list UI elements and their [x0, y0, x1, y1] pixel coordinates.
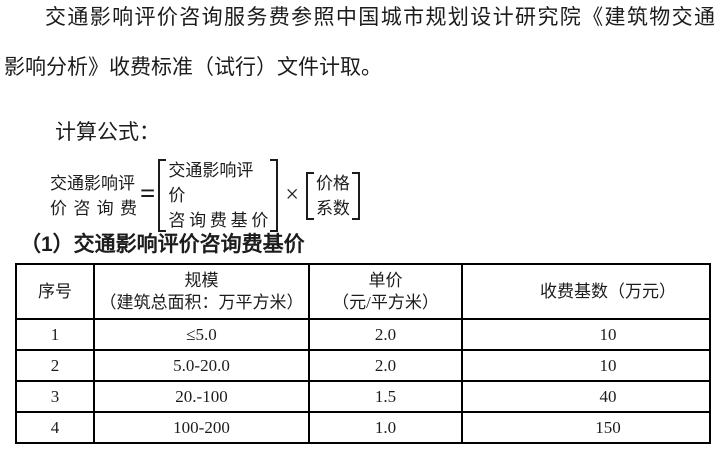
left-bracket-icon	[158, 159, 167, 232]
table-cell: 2.0	[308, 318, 463, 351]
formula-term-1-line-2: 咨询费基价	[168, 211, 269, 230]
table-cell: 40	[461, 380, 711, 413]
table-cell: 1	[15, 318, 95, 351]
formula-lhs: 交通影响评 价咨询费	[50, 171, 137, 221]
header-text: 收费基数（万元）	[540, 281, 676, 301]
table-body: 1 ≤5.0 2.0 10 2 5.0-20.0 2.0 10 3 20.-100 1.5 40 4 10…	[15, 318, 711, 444]
table-cell: 4	[15, 411, 95, 444]
table-cell: 1.0	[308, 411, 463, 444]
formula-term-2-line-2: 系数	[315, 198, 350, 218]
formula-term-2-line-1: 价格	[315, 173, 350, 193]
table-cell: 10	[461, 349, 711, 382]
header-serial-number: 序号	[15, 263, 95, 320]
formula-lhs-line-2: 价咨询费	[50, 198, 137, 218]
formula-term-1-line-1: 交通影响评价	[168, 161, 254, 205]
formula-bracket-term-1: 交通影响评价 咨询费基价	[158, 158, 279, 233]
table-header-row: 序号 规模 （建筑总面积：万平方米） 单价 （元/平方米） 收费基数（万元）	[15, 263, 711, 320]
table-cell: 1.5	[308, 380, 463, 413]
table-cell: 10	[461, 318, 711, 351]
intro-paragraph-line-1: 交通影响评价咨询服务费参照中国城市规划设计研究院《建筑物交通	[45, 5, 715, 29]
header-text: 规模	[184, 270, 219, 290]
left-bracket-icon	[305, 171, 314, 220]
base-price-table: 序号 规模 （建筑总面积：万平方米） 单价 （元/平方米） 收费基数（万元） 1…	[15, 263, 711, 444]
table-cell: ≤5.0	[93, 318, 310, 351]
right-bracket-icon	[270, 159, 279, 232]
equals-sign: =	[140, 178, 156, 208]
table-cell: 5.0-20.0	[93, 349, 310, 382]
header-unit-price: 单价 （元/平方米）	[308, 263, 463, 320]
header-subtext: （建筑总面积：万平方米）	[99, 292, 304, 312]
table-cell: 3	[15, 380, 95, 413]
table-row: 4 100-200 1.0 150	[15, 411, 711, 444]
header-base-fee: 收费基数（万元）	[461, 263, 711, 320]
multiply-sign: ×	[285, 182, 299, 208]
table-row: 1 ≤5.0 2.0 10	[15, 318, 711, 351]
table-title: （1）交通影响评价咨询费基价	[20, 233, 305, 256]
table-cell: 20.-100	[93, 380, 310, 413]
fee-formula: 交通影响评 价咨询费 = 交通影响评价 咨询费基价 × 价格 系数	[50, 158, 360, 233]
header-subtext: （元/平方米）	[332, 292, 439, 312]
intro-paragraph-line-2: 影响分析》收费标准（试行）文件计取。	[4, 55, 382, 79]
header-scale: 规模 （建筑总面积：万平方米）	[93, 263, 310, 320]
header-text: 序号	[38, 281, 72, 301]
table-row: 2 5.0-20.0 2.0 10	[15, 349, 711, 382]
formula-term-1: 交通影响评价 咨询费基价	[166, 158, 270, 233]
formula-bracket-term-2: 价格 系数	[305, 171, 360, 221]
formula-label: 计算公式：	[55, 120, 160, 144]
table-cell: 2.0	[308, 349, 463, 382]
formula-term-2: 价格 系数	[314, 171, 352, 221]
formula-lhs-line-1: 交通影响评	[50, 173, 135, 193]
header-text: 单价	[368, 270, 403, 290]
table-row: 3 20.-100 1.5 40	[15, 380, 711, 413]
table-cell: 150	[461, 411, 711, 444]
table-cell: 100-200	[93, 411, 310, 444]
table-cell: 2	[15, 349, 95, 382]
right-bracket-icon	[351, 171, 360, 220]
